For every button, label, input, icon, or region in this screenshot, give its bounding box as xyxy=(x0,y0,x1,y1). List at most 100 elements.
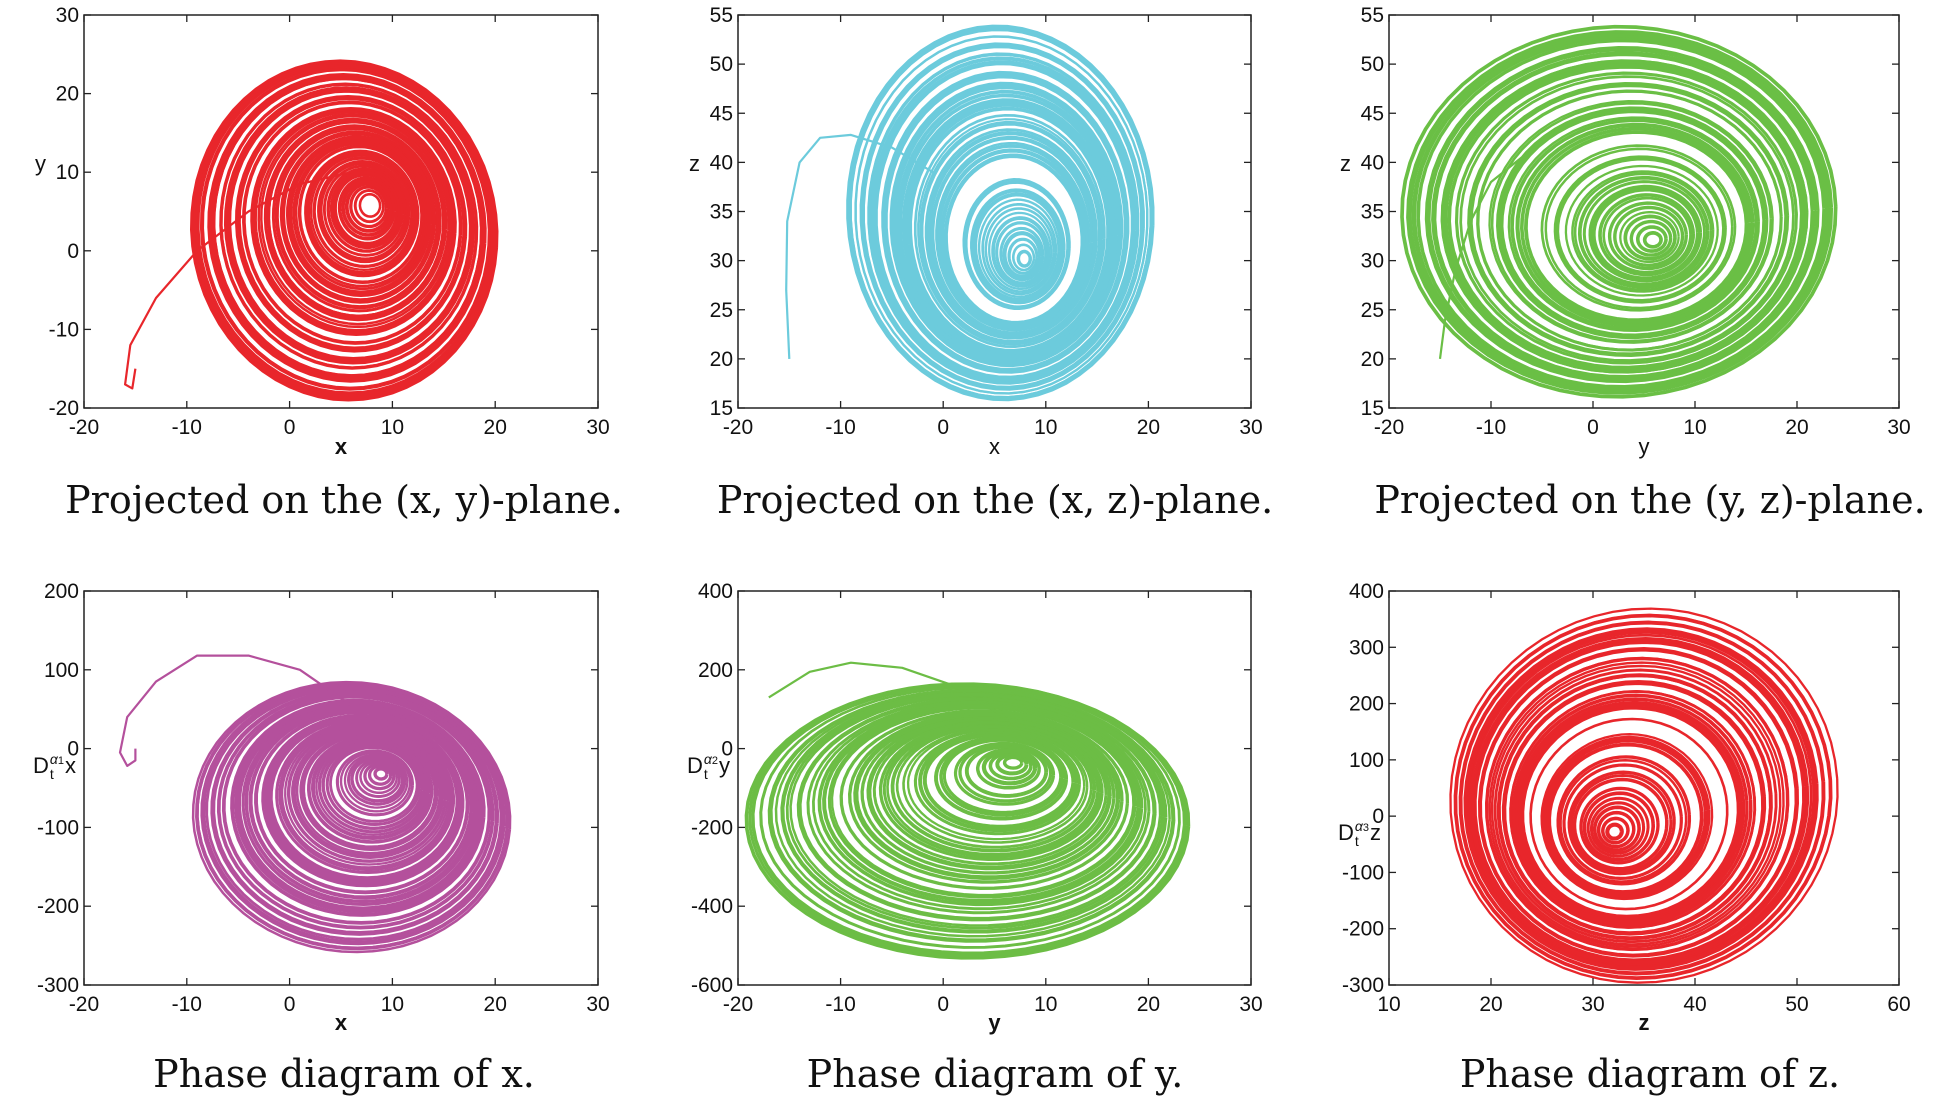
attractor-loop xyxy=(1459,75,1795,362)
attractor-loop xyxy=(367,764,393,786)
x-tick-label: 0 xyxy=(284,993,296,1016)
attractor-loop xyxy=(212,690,498,934)
attractor-loop xyxy=(333,172,400,246)
attractor-loop xyxy=(317,740,427,834)
y-tick-label: 15 xyxy=(1361,397,1384,420)
y-tick-label: 40 xyxy=(710,151,733,174)
attractor-loop xyxy=(895,89,1120,363)
x-axis-label: y xyxy=(988,1010,1001,1035)
attractor-loop xyxy=(1556,755,1692,886)
attractor-loop xyxy=(924,128,1098,340)
attractor-loop xyxy=(943,153,1085,325)
y-label-part: D xyxy=(1338,820,1354,846)
y-tick-label: 55 xyxy=(710,4,733,27)
panel-3: -20 -10 0 10 20 30 15 20 25 30 35 40 45 50 55 y xyxy=(1361,4,1911,459)
attractor-loop xyxy=(1555,156,1726,303)
attractor-loop xyxy=(1629,219,1673,257)
attractor-loop xyxy=(254,710,470,895)
attractor-loop xyxy=(1431,51,1816,380)
y-tick-label: 25 xyxy=(1361,299,1384,322)
attractor-loop xyxy=(275,720,456,875)
attractor-loop xyxy=(999,226,1045,282)
attractor-loop xyxy=(977,198,1060,299)
y-tick-label: 0 xyxy=(721,738,733,761)
y-tick-label: -100 xyxy=(37,816,79,839)
attractor-loop xyxy=(811,701,1147,911)
y-tick-label: 0 xyxy=(1372,805,1384,828)
attractor-loop xyxy=(991,216,1051,288)
attractor-loop xyxy=(806,699,1151,915)
attractor-loop xyxy=(939,148,1088,329)
attractor-loop xyxy=(1579,786,1660,865)
y-label-part: y xyxy=(35,150,46,176)
y-label-part: z xyxy=(689,150,700,176)
attractor-loop xyxy=(337,176,397,241)
attractor-loop xyxy=(292,140,428,291)
attractor-loop xyxy=(1002,231,1043,279)
attractor-loop xyxy=(1607,201,1688,271)
x-tick-label: 50 xyxy=(1785,993,1808,1016)
attractor-loop xyxy=(935,141,1091,332)
x-axis-label: z xyxy=(1639,1010,1650,1035)
attractor-loop xyxy=(252,109,456,334)
transient-curve xyxy=(785,133,934,359)
y-label-part: α xyxy=(49,750,58,767)
attractor-loop xyxy=(1497,107,1768,339)
attractor-trace xyxy=(785,24,1155,402)
attractor-loop xyxy=(981,203,1058,296)
y-label-part: z xyxy=(1370,820,1381,846)
axes-box xyxy=(737,590,1252,986)
attractor-loop xyxy=(346,754,407,806)
attractor-loop xyxy=(335,749,414,817)
y-tick-label: 20 xyxy=(710,348,733,371)
x-tick-label: -10 xyxy=(1476,416,1506,439)
attractor-loop xyxy=(1477,646,1800,958)
y-label-part: D xyxy=(33,752,49,778)
y-tick-label: 200 xyxy=(1349,693,1384,716)
attractor-loop xyxy=(1613,205,1685,268)
attractor-loop xyxy=(919,120,1102,345)
attractor-loop xyxy=(898,93,1117,361)
panel-caption: Projected on the (y, z)-plane. xyxy=(1374,478,1926,522)
attractor-trace xyxy=(1449,607,1839,984)
attractor-loop xyxy=(1509,690,1757,929)
attractor-loop xyxy=(221,694,492,925)
x-tick-label: 0 xyxy=(937,416,949,439)
attractor-loop xyxy=(1454,71,1798,365)
y-tick-label: -400 xyxy=(691,895,733,918)
attractor-loop xyxy=(1577,175,1710,289)
y-label-part: z xyxy=(1340,150,1351,176)
attractor-loop xyxy=(1510,118,1759,331)
attractor-loop xyxy=(953,741,1056,806)
attractor-loop xyxy=(1476,89,1783,352)
attractor-loop xyxy=(1519,126,1752,325)
transient-curve xyxy=(1438,156,1523,360)
x-tick-label: 10 xyxy=(1034,416,1057,439)
x-tick-label: 30 xyxy=(1239,993,1262,1016)
attractor-loop xyxy=(279,130,437,304)
attractor-loop xyxy=(890,83,1123,367)
attractor-loop xyxy=(906,728,1086,841)
attractor-loop xyxy=(748,683,1189,958)
transient-curve xyxy=(118,654,352,767)
attractor-loop xyxy=(1623,214,1677,261)
attractor-loop xyxy=(297,144,424,285)
y-tick-label: 35 xyxy=(1361,201,1384,224)
y-tick-label: 15 xyxy=(710,397,733,420)
attractor-loop xyxy=(1406,30,1834,395)
attractor-loop xyxy=(890,723,1097,853)
attractor-loop xyxy=(1567,770,1676,876)
attractor-loop xyxy=(1540,144,1737,312)
attractor-loop xyxy=(223,86,476,365)
attractor-loop xyxy=(1570,773,1673,873)
attractor-loop xyxy=(854,35,1149,395)
attractor-loop xyxy=(917,118,1104,346)
attractor-loop xyxy=(1572,777,1669,871)
y-tick-label: -600 xyxy=(691,974,733,997)
y-tick-label: 10 xyxy=(56,161,79,184)
x-axis-label: y xyxy=(1639,434,1650,459)
attractor-loop xyxy=(299,732,439,852)
attractor-loop xyxy=(191,680,512,954)
x-tick-label: 20 xyxy=(1785,416,1808,439)
x-tick-label: -10 xyxy=(172,993,202,1016)
